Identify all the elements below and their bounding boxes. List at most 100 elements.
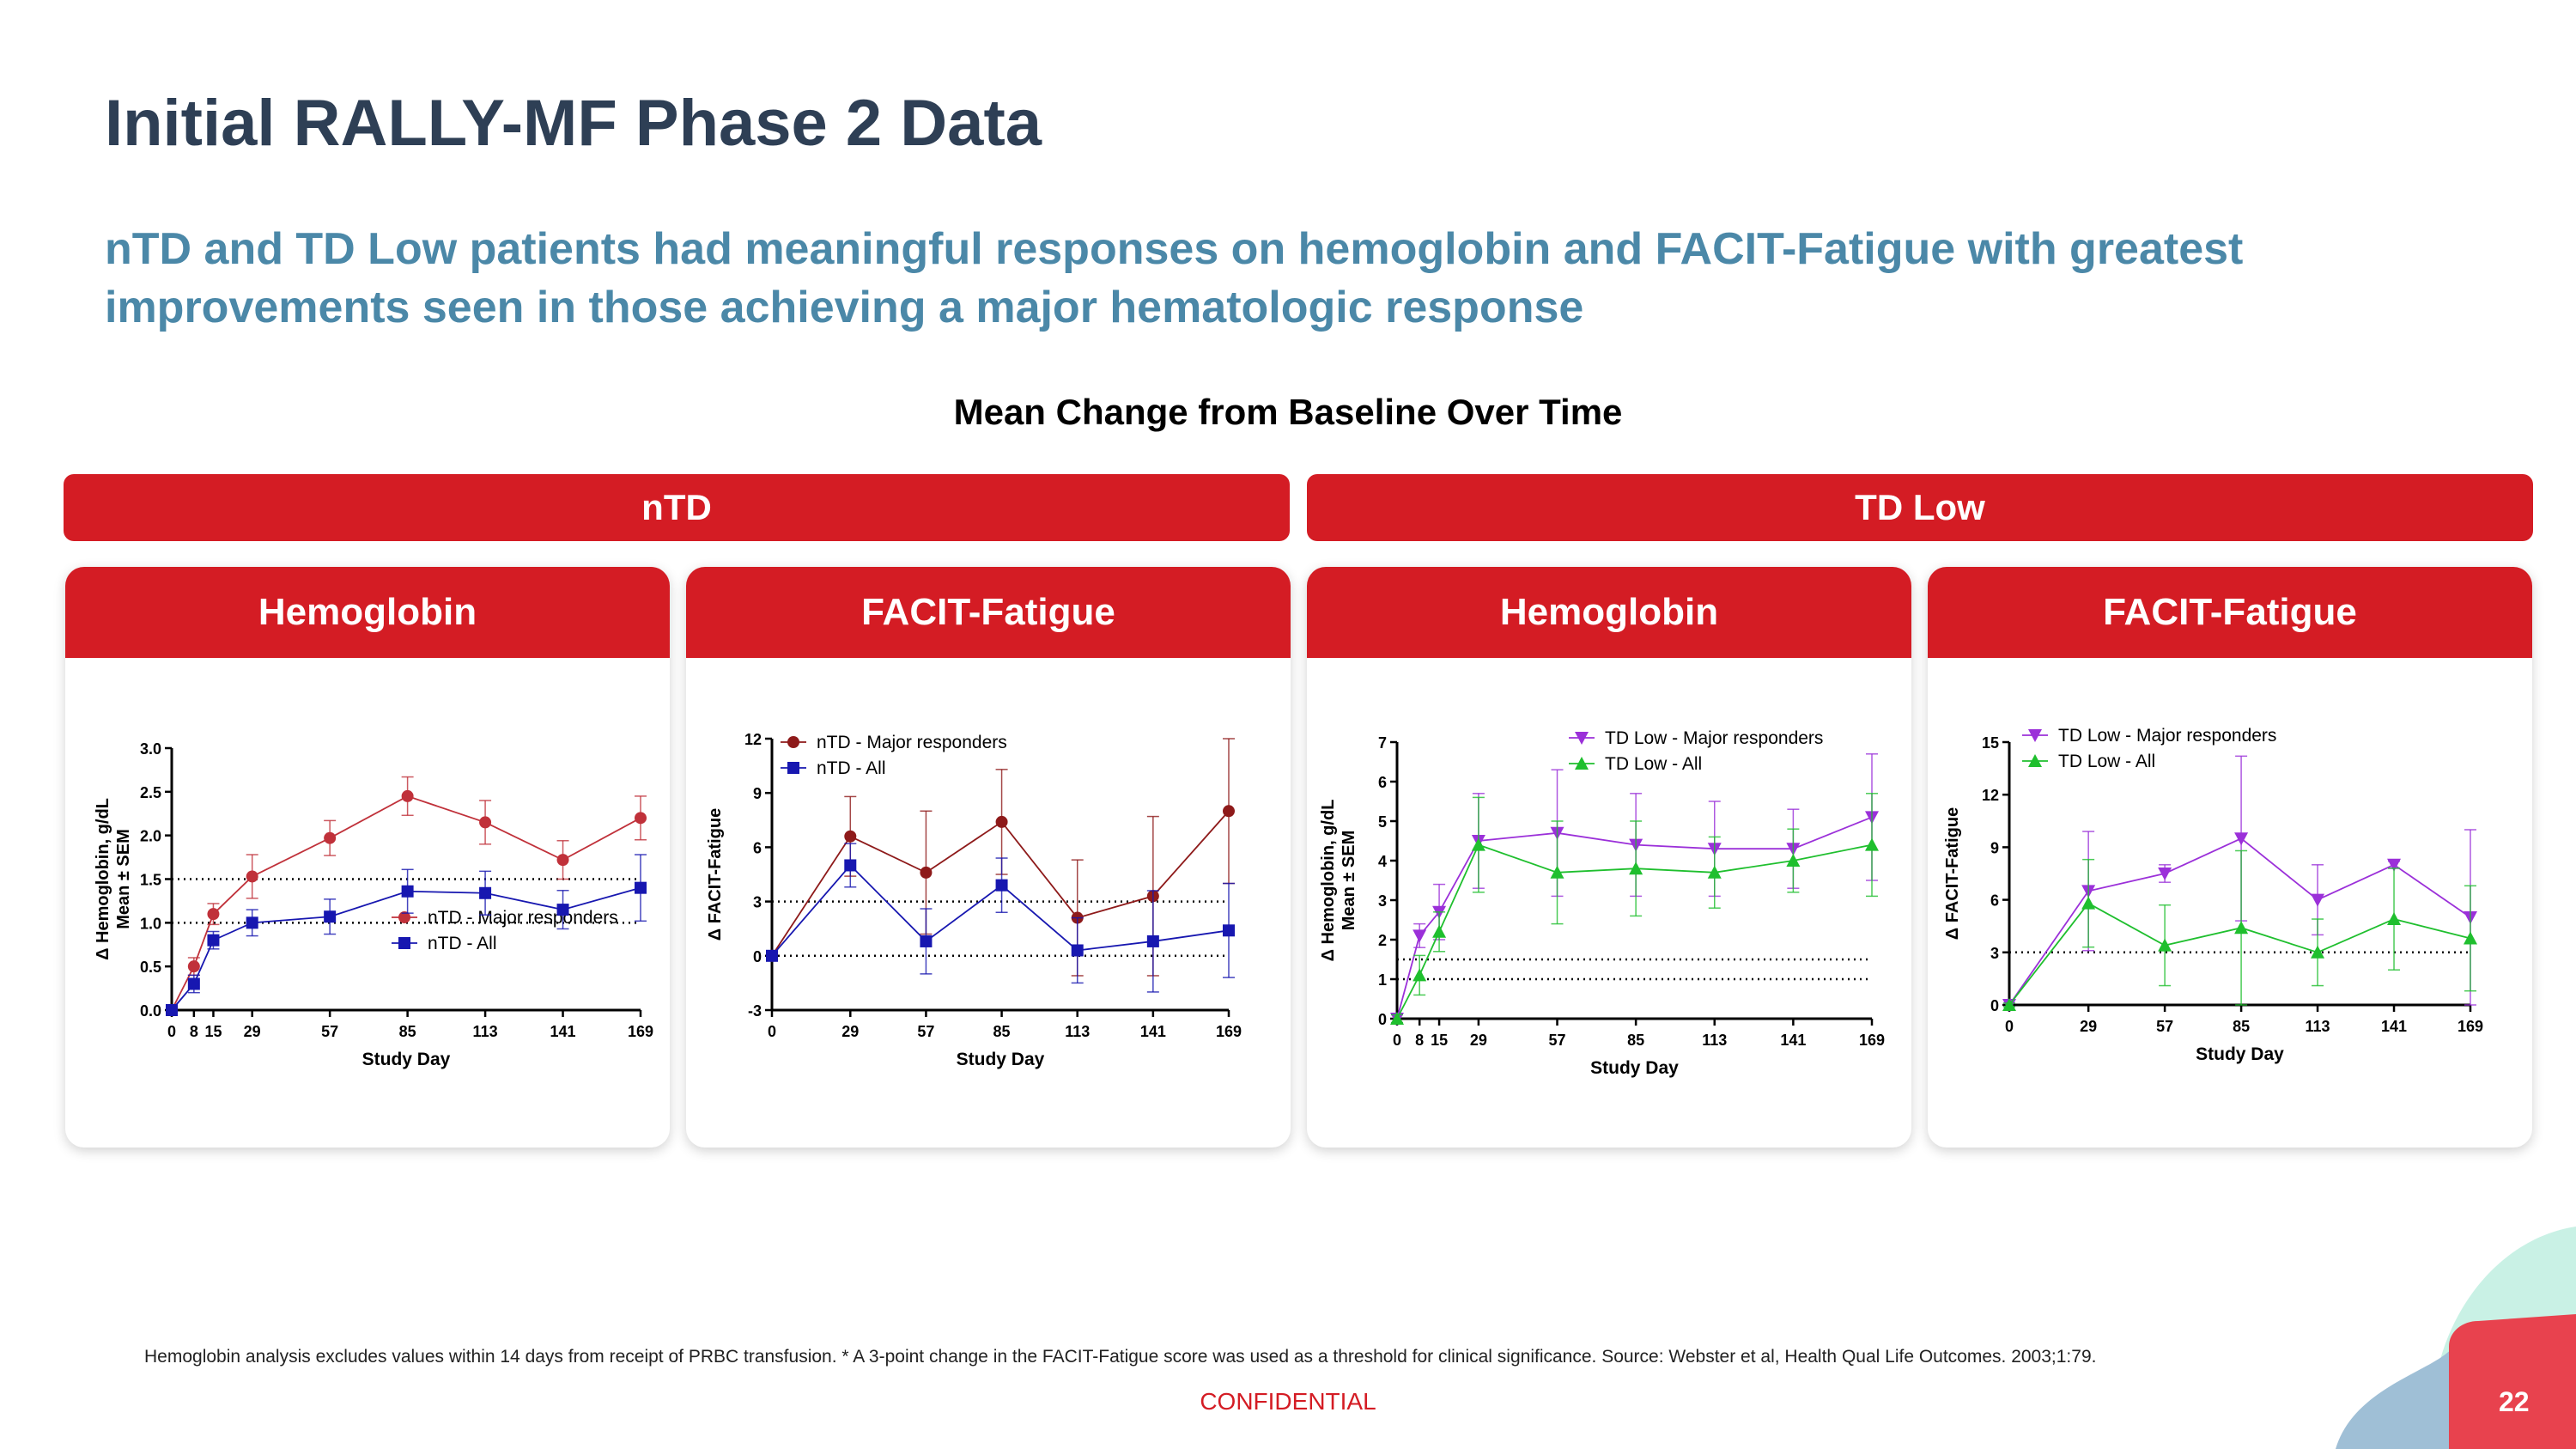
x-tick-label: 29 <box>2080 1018 2097 1035</box>
x-tick-label: 85 <box>993 1023 1011 1040</box>
x-tick-label: 29 <box>1470 1032 1487 1049</box>
y-tick-label: 1.0 <box>140 915 161 932</box>
y-tick-label: 9 <box>753 785 762 802</box>
charts-title: Mean Change from Baseline Over Time <box>953 392 1623 432</box>
data-point <box>398 937 410 949</box>
y-tick-label: 15 <box>1982 734 1999 752</box>
group-header-ntd: nTD <box>64 474 1290 541</box>
confidential-label: CONFIDENTIAL <box>1200 1388 1376 1415</box>
data-point <box>844 859 857 872</box>
panel-title: FACIT-Fatigue <box>686 567 1291 658</box>
x-tick-label: 29 <box>841 1023 859 1040</box>
y-tick-label: 0 <box>1990 997 1999 1014</box>
data-point <box>1223 924 1235 937</box>
y-tick-label: 3 <box>1990 945 1999 962</box>
x-tick-label: 169 <box>2458 1018 2483 1035</box>
data-point <box>1413 929 1427 943</box>
data-point <box>2158 868 2172 880</box>
data-point <box>1071 944 1084 957</box>
data-point <box>2464 931 2477 945</box>
page-number: 22 <box>2499 1386 2530 1417</box>
y-tick-label: 3.0 <box>140 740 161 758</box>
x-tick-label: 169 <box>1859 1032 1885 1049</box>
x-tick-label: 29 <box>244 1023 261 1040</box>
x-tick-label: 0 <box>768 1023 776 1040</box>
panel-title: Hemoglobin <box>1307 567 1911 658</box>
y-tick-label: 2.0 <box>140 828 161 845</box>
y-tick-label: 0.0 <box>140 1002 161 1020</box>
x-axis-label: Study Day <box>362 1050 451 1069</box>
x-tick-label: 15 <box>204 1023 222 1040</box>
x-tick-label: 57 <box>2156 1018 2173 1035</box>
y-tick-label: 0 <box>753 948 762 965</box>
x-tick-label: 141 <box>2381 1018 2407 1035</box>
y-tick-label: 12 <box>744 731 762 748</box>
x-tick-label: 169 <box>1216 1023 1242 1040</box>
y-axis-label: Mean ± SEM <box>114 829 133 929</box>
panel-ntd-hemoglobin: Hemoglobin 0.0 0.5 1.0 1.5 2.0 2.5 3.0 0 8 15 29 57… <box>65 567 670 1148</box>
data-point <box>1629 861 1643 875</box>
x-tick-label: 85 <box>399 1023 416 1040</box>
data-point <box>187 977 200 990</box>
y-tick-label: 9 <box>1990 839 1999 856</box>
data-point <box>398 911 410 923</box>
data-point <box>207 908 220 921</box>
corner-decoration <box>2336 1227 2576 1449</box>
x-tick-label: 141 <box>1780 1032 1806 1049</box>
y-tick-label: 5 <box>1378 813 1387 831</box>
legend-label: nTD - Major responders <box>817 733 1007 752</box>
legend-label: nTD - All <box>817 758 886 778</box>
data-point <box>401 885 414 898</box>
data-point <box>1413 968 1427 982</box>
data-point <box>2311 893 2325 907</box>
y-tick-label: 7 <box>1378 734 1387 752</box>
x-tick-label: 169 <box>628 1023 653 1040</box>
data-point <box>1471 837 1485 851</box>
legend-label: TD Low - All <box>2058 752 2155 771</box>
data-point <box>1865 837 1879 851</box>
data-point <box>635 881 647 894</box>
data-point <box>1575 732 1589 745</box>
x-axis-label: Study Day <box>957 1050 1045 1069</box>
data-point <box>556 854 569 867</box>
series-line <box>771 864 1230 957</box>
x-tick-label: 0 <box>167 1023 176 1040</box>
y-axis-label: Mean ± SEM <box>1340 831 1358 931</box>
data-point <box>787 736 799 748</box>
data-point <box>324 831 337 844</box>
data-point <box>2028 754 2042 767</box>
y-tick-label: 0 <box>1378 1011 1387 1028</box>
data-point <box>207 934 220 947</box>
data-point <box>787 762 799 774</box>
data-point <box>2234 921 2249 935</box>
data-point <box>479 816 492 829</box>
series-line <box>171 795 641 1011</box>
data-point <box>766 949 778 962</box>
data-point <box>2387 912 2402 926</box>
data-point <box>844 830 857 843</box>
data-point <box>2387 858 2402 872</box>
y-axis-label: Δ FACIT-Fatigue <box>1943 807 1962 940</box>
legend-label: TD Low - Major responders <box>1605 728 1823 748</box>
x-tick-label: 15 <box>1431 1032 1448 1049</box>
panel-ntd-facit: FACIT-Fatigue -3 0 3 6 9 12 0 29 57 85 113 141 169 St… <box>686 567 1291 1148</box>
x-tick-label: 57 <box>321 1023 338 1040</box>
y-tick-label: 3 <box>1378 892 1387 910</box>
data-point <box>2002 998 2016 1011</box>
x-axis-label: Study Day <box>1590 1058 1679 1078</box>
x-tick-label: 141 <box>550 1023 576 1040</box>
slide-subtitle: nTD and TD Low patients had meaningful r… <box>105 224 2244 332</box>
data-point <box>2081 896 2096 910</box>
legend-label: nTD - All <box>428 934 497 953</box>
data-point <box>2158 938 2172 952</box>
slide-title: Initial RALLY-MF Phase 2 Data <box>105 87 1042 160</box>
series-line <box>2008 902 2471 1006</box>
y-axis-label: Δ Hemoglobin, g/dL <box>1319 800 1338 962</box>
data-point <box>995 815 1008 828</box>
chart-ntd-hemoglobin: 0.0 0.5 1.0 1.5 2.0 2.5 3.0 0 8 15 29 57 85 113 141 169… <box>94 740 653 1069</box>
x-tick-label: 113 <box>1702 1032 1727 1049</box>
data-point <box>635 812 647 825</box>
x-tick-label: 8 <box>190 1023 198 1040</box>
y-tick-label: 12 <box>1982 787 1999 804</box>
x-tick-label: 0 <box>1393 1032 1401 1049</box>
